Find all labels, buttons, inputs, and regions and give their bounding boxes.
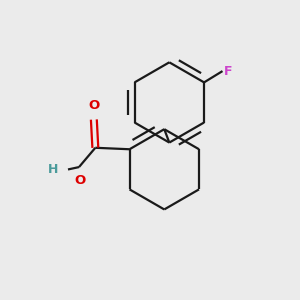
Text: O: O xyxy=(88,99,100,112)
Text: F: F xyxy=(224,64,232,78)
Text: O: O xyxy=(75,174,86,187)
Text: H: H xyxy=(48,163,58,176)
